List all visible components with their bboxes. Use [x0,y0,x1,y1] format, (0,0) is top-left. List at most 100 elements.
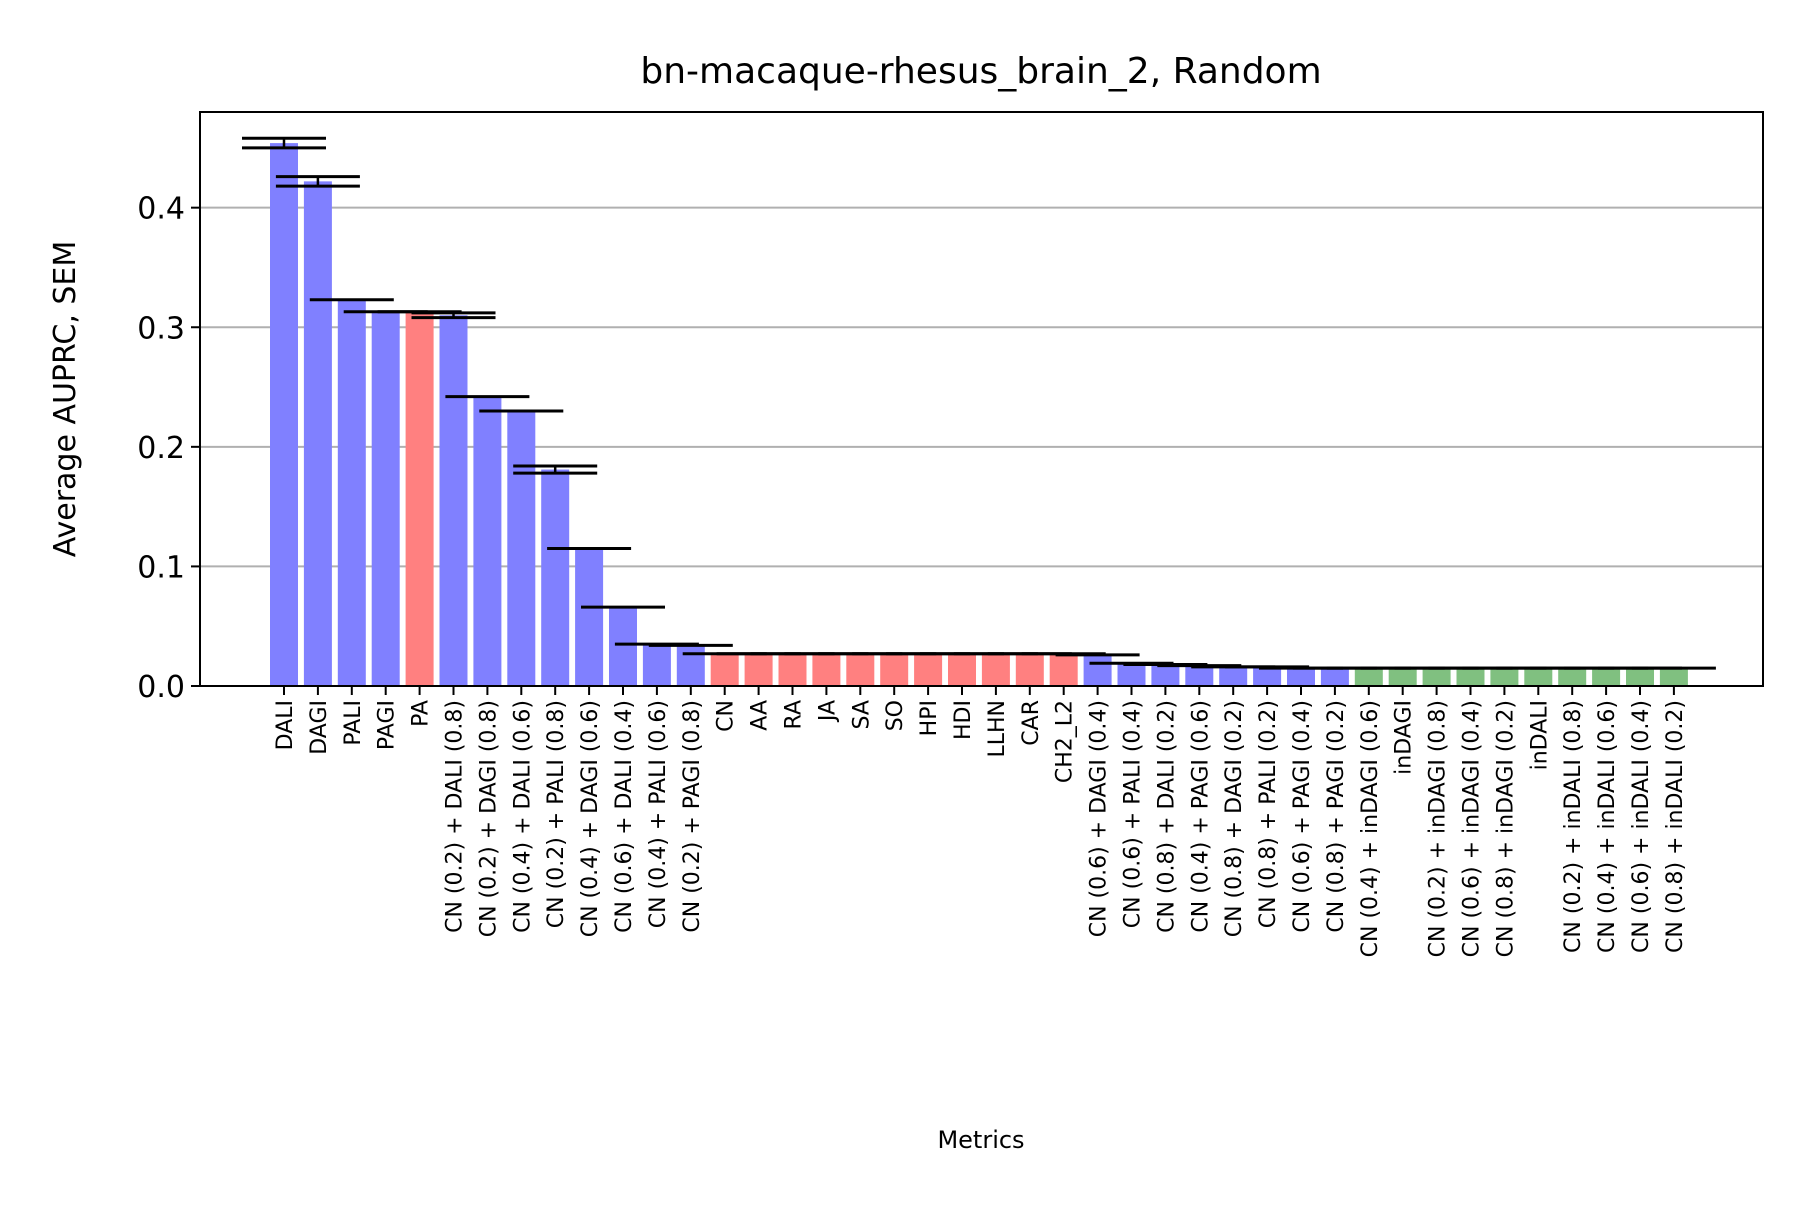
x-tick-label: CN (0.6) + DAGI (0.4) [1087,700,1112,937]
x-tick-label: LLHN [985,700,1010,758]
x-tick-label: CN (0.4) + inDAGI (0.6) [1358,700,1383,957]
x-tick-label: HDI [951,700,976,740]
bar [439,315,468,686]
x-tick-label: CN (0.4) + DAGI (0.6) [578,700,603,937]
x-tick-label: CN (0.6) + PAGI (0.4) [1290,700,1315,933]
x-tick-label: CN (0.4) + PAGI (0.6) [1188,700,1213,933]
bar [710,653,739,686]
bar [1388,668,1417,686]
bar [948,653,976,686]
bar [1049,653,1078,686]
bar [981,653,1010,686]
bar [1456,668,1485,686]
bar [1185,665,1214,686]
bar [846,653,875,686]
x-tick-label: CN (0.8) + DALI (0.2) [1154,700,1179,933]
x-tick-label: CN (0.2) + inDAGI (0.8) [1426,700,1451,957]
bar [337,299,366,686]
x-tick-label: CN (0.6) + PALI (0.4) [1121,700,1146,928]
bar [778,653,807,686]
bar [1626,668,1654,686]
x-tick-label: inDAGI [1392,700,1417,775]
gridlines [200,206,1763,568]
x-tick-label: CN (0.6) + DALI (0.4) [612,700,637,933]
error-bars [242,136,1716,670]
bar [473,396,502,686]
bar [1558,668,1587,686]
bars [270,143,1688,686]
bar [1592,668,1621,686]
y-tick-label: 0.2 [137,431,185,466]
x-tick-label: CN (0.2) + PALI (0.8) [544,700,569,928]
chart-title: bn-macaque-rhesus_brain_2, Random [640,51,1321,92]
x-tick-label: DAGI [307,700,332,755]
x-tick-label: CN (0.6) + inDAGI (0.4) [1460,700,1485,957]
y-tick-label: 0.0 [137,670,185,705]
bar [676,645,705,686]
x-tick-label: inDALI [1527,700,1552,770]
x-tick-label: PA [409,700,434,727]
bar [812,653,841,686]
bar [541,469,570,686]
bar [1354,668,1383,686]
bar [1320,668,1349,686]
bar [405,311,434,686]
bar [1015,653,1044,686]
x-tick-label: CN (0.8) + inDALI (0.2) [1663,700,1688,953]
x-tick-label: DALI [273,700,298,750]
bar [880,653,909,686]
x-tick-label: PALI [341,700,366,746]
x-tick-label: CN (0.8) + inDAGI (0.2) [1493,700,1518,957]
bar [1524,668,1553,686]
bar [270,143,298,686]
x-tick-label: CN (0.2) + PAGI (0.8) [680,700,705,933]
y-tick-label: 0.1 [137,550,185,585]
y-axis-label: Average AUPRC, SEM [48,241,83,558]
x-tick-label: CN (0.8) + DAGI (0.2) [1222,700,1247,937]
x-tick-label: CAR [1019,700,1044,746]
x-tick-label: CN [714,700,739,732]
bar [1253,666,1282,686]
x-axis-label: Metrics [937,1126,1024,1154]
bar [1117,663,1146,686]
x-tick-label: SA [849,700,874,729]
x-tick-label: AA [748,700,773,731]
plot-frame [199,111,1764,687]
x-tick-label: CH2_L2 [1053,700,1078,783]
bar [914,653,943,686]
x-tick-label: CN (0.2) + DAGI (0.8) [476,700,501,937]
bar [1490,668,1519,686]
x-tick-label: CN (0.2) + inDALI (0.8) [1561,700,1586,953]
x-tick-label: CN (0.2) + DALI (0.8) [443,700,468,933]
bar [1083,654,1112,686]
y-axis-ticks: 0.0 0.1 0.2 0.3 0.4 [137,192,200,705]
x-tick-label: SO [883,700,908,731]
bar [1422,668,1451,686]
x-tick-label: CN (0.4) + inDALI (0.6) [1595,700,1620,953]
bar [744,653,773,686]
x-tick-label: JA [815,700,840,723]
x-tick-label: CN (0.8) + PAGI (0.2) [1324,700,1349,933]
x-tick-label: CN (0.4) + DALI (0.6) [510,700,535,933]
bar [507,410,536,686]
bar [371,311,400,686]
x-tick-label: CN (0.8) + PALI (0.2) [1256,700,1281,928]
x-axis-ticks: DALI DAGI PALI PAGI PA CN (0.2) + DALI (0.8) C… [273,686,1688,957]
bar [1287,668,1315,686]
y-tick-label: 0.4 [137,192,185,227]
y-tick-label: 0.3 [137,311,185,346]
bar [642,644,671,686]
bar [1659,668,1688,686]
bar [1219,666,1248,686]
bar [1151,664,1180,686]
bar [303,181,332,686]
x-tick-label: RA [782,700,807,729]
x-tick-label: PAGI [375,700,400,750]
x-tick-label: CN (0.4) + PALI (0.6) [646,700,671,928]
x-tick-label: HPI [917,700,942,736]
x-tick-label: CN (0.6) + inDALI (0.4) [1629,700,1654,953]
bar [609,607,637,686]
bar [575,548,604,686]
